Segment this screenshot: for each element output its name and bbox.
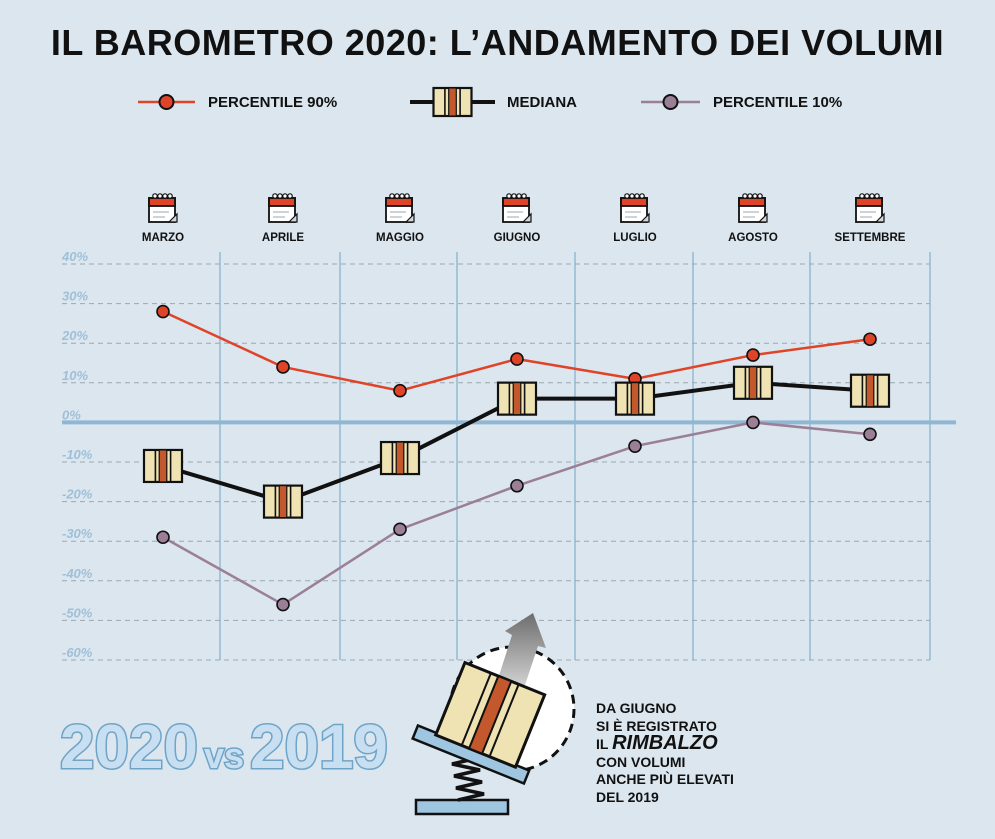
data-point (276, 597, 290, 612)
month-label: APRILE (262, 232, 305, 244)
data-point-box (732, 365, 774, 400)
legend-label: MEDIANA (507, 94, 577, 111)
y-tick-label: 20% (61, 328, 88, 343)
data-point-box (496, 381, 538, 416)
y-tick-label: -40% (62, 566, 93, 581)
data-point-box (614, 381, 656, 416)
data-point (393, 383, 407, 398)
calendar-icon (268, 193, 298, 223)
legend-marker-box (432, 86, 473, 118)
calendar-icon (148, 193, 178, 223)
data-point-box (142, 448, 184, 484)
y-tick-label: 0% (62, 407, 81, 422)
month-label: GIUGNO (494, 232, 541, 244)
y-tick-label: -30% (62, 526, 93, 541)
year-2019: 2019 (248, 712, 389, 784)
legend-item-2: MEDIANA (410, 86, 577, 118)
y-tick-label: -60% (62, 645, 93, 660)
y-tick-label: -20% (62, 487, 93, 502)
data-point (746, 415, 760, 430)
data-point (276, 360, 290, 374)
legend-item-3: PERCENTILE 10% (641, 94, 842, 111)
data-point (393, 522, 407, 537)
month-label: AGOSTO (728, 232, 778, 244)
note-line-5: ANCHE PIÙ ELEVATI (596, 771, 734, 787)
comparison-title: 2020 vs2019 (59, 712, 390, 784)
y-tick-label: 10% (62, 368, 88, 383)
calendar-icon (502, 193, 532, 223)
y-tick-label: 30% (62, 289, 88, 304)
note-line-6: DEL 2019 (596, 788, 659, 805)
data-point-box (262, 484, 304, 519)
data-point-box (849, 373, 891, 408)
vs-label: vs (202, 734, 245, 778)
data-point (510, 352, 524, 366)
note-line-3: IL RIMBALZO (596, 732, 734, 754)
legend-item-1: PERCENTILE 90% (138, 94, 337, 111)
annotation-note: DA GIUGNO SI È REGISTRATO IL RIMBALZO CO… (596, 700, 734, 806)
data-point (510, 478, 524, 493)
series-3 (156, 415, 877, 612)
note-emphasis: RIMBALZO (612, 732, 718, 754)
series-2 (142, 365, 891, 519)
month-label: MAGGIO (376, 232, 424, 244)
data-point (628, 439, 642, 453)
legend-label: PERCENTILE 10% (713, 94, 842, 111)
legend: PERCENTILE 90% MEDIANA PERCENTILE 10% (138, 86, 842, 118)
y-tick-label: -10% (62, 447, 93, 462)
month-label: LUGLIO (613, 232, 656, 244)
data-point (156, 304, 170, 319)
legend-marker-circle (158, 94, 175, 110)
data-point (863, 332, 877, 347)
y-tick-label: -50% (62, 605, 93, 620)
note-line-2: SI È REGISTRATO (596, 717, 717, 734)
month-label: MARZO (142, 232, 184, 244)
calendar-icon (855, 193, 885, 223)
calendar-icon (738, 193, 768, 223)
spring-box-icon (411, 613, 576, 816)
series-layer (142, 304, 891, 612)
y-tick-label: 40% (61, 249, 88, 264)
page-title: IL BAROMETRO 2020: L’ANDAMENTO DEI VOLUM… (50, 22, 945, 63)
month-label: SETTEMBRE (835, 232, 906, 244)
legend-marker-circle (662, 94, 679, 110)
data-point-box (379, 440, 421, 476)
note-line-3-prefix: IL (596, 736, 609, 752)
data-point (746, 348, 760, 362)
calendar-icon (620, 193, 650, 223)
legend-label: PERCENTILE 90% (208, 94, 337, 111)
chart-grid: 40% 30% 20% 10% 0% -10% -20% -30% -40% -50% -60% (61, 249, 956, 661)
month-axis: MARZO APRILE MAGGIO GIUGNO LUGLIO AGOSTO SETTE… (142, 193, 906, 244)
series-1 (156, 304, 877, 398)
calendar-icon (385, 193, 415, 223)
note-line-4: CON VOLUMI (596, 753, 686, 770)
data-point (156, 530, 170, 545)
year-2020: 2020 (59, 712, 200, 784)
data-point (863, 427, 877, 442)
note-line-1: DA GIUGNO (596, 700, 677, 716)
